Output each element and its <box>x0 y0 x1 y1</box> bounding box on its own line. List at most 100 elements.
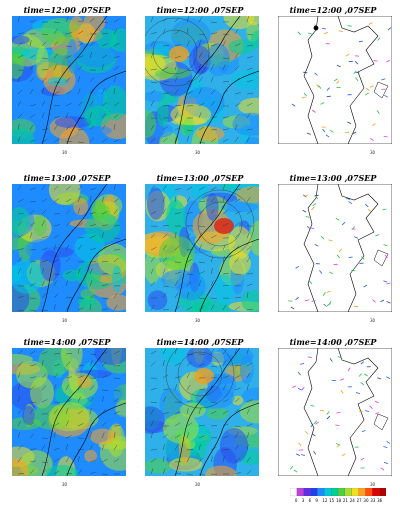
wind-vector <box>234 92 241 95</box>
coastline <box>337 16 379 144</box>
y-tick: · <box>137 268 138 272</box>
wind-vector <box>150 256 155 263</box>
colorbar-swatch <box>344 488 353 496</box>
obs-vector <box>316 83 320 88</box>
y-tick: · <box>270 188 271 192</box>
y-tick: · <box>4 284 5 288</box>
wind-vector <box>186 422 193 427</box>
wind-vector <box>234 458 240 463</box>
station-marker <box>313 25 319 31</box>
wind-vector <box>222 138 229 143</box>
wind-vector <box>89 196 92 203</box>
field-blob <box>66 294 77 312</box>
y-tick: · <box>137 132 138 136</box>
obs-vector <box>348 201 353 205</box>
coastline <box>66 402 126 476</box>
wind-vector <box>150 468 154 475</box>
wind-vector <box>89 268 93 275</box>
wind-vector <box>41 128 48 131</box>
wind-vector <box>174 348 177 355</box>
colorbar-tick-label: 3 <box>301 498 305 503</box>
wind-vector <box>186 54 192 59</box>
y-tick: · <box>137 352 138 356</box>
wind-vector <box>17 372 21 379</box>
wind-vector <box>41 360 44 367</box>
wind-vector <box>17 248 24 251</box>
wind-vector <box>89 42 95 47</box>
wind-vector <box>89 408 92 415</box>
obs-vector <box>348 256 353 259</box>
wind-vector <box>210 76 214 83</box>
obs-vector <box>377 37 381 41</box>
coastline <box>41 16 108 144</box>
obs-vector <box>308 280 313 284</box>
map-plot <box>145 184 259 312</box>
obs-vector <box>304 299 309 302</box>
obs-vector <box>354 236 359 239</box>
obs-vector <box>320 102 325 105</box>
wind-vector <box>89 459 96 463</box>
y-tick: · <box>4 268 5 272</box>
field-blob <box>223 16 255 30</box>
wind-vector <box>41 385 47 391</box>
wind-vector <box>186 408 189 415</box>
y-tick: · <box>4 252 5 256</box>
wind-vector <box>29 268 32 275</box>
wind-vector <box>198 77 203 83</box>
obs-vector <box>323 303 327 307</box>
obs-vector <box>358 373 362 377</box>
y-tick: · <box>4 236 5 240</box>
wind-vector <box>77 448 84 451</box>
obs-vector <box>354 61 359 65</box>
obs-vector <box>313 450 317 455</box>
wind-vector <box>29 124 34 131</box>
colorbar-tick-label: 21 <box>342 498 348 503</box>
field-blob <box>235 186 259 204</box>
wind-vector <box>17 396 21 403</box>
wind-vector <box>198 397 203 403</box>
wind-vector <box>150 268 154 275</box>
obs-vector <box>321 28 326 30</box>
wind-vector <box>65 16 69 23</box>
wind-vector <box>65 297 73 299</box>
colorbar-tick-label: 27 <box>356 498 362 503</box>
wind-vector <box>89 77 95 83</box>
vector-scale-label: 30 <box>195 318 201 323</box>
colorbar <box>290 488 386 496</box>
wind-vector <box>41 100 46 107</box>
wind-vector <box>29 249 36 251</box>
wind-vector <box>113 398 119 403</box>
wind-vector <box>246 399 253 403</box>
wind-vector <box>234 222 240 227</box>
wind-vector <box>222 90 228 95</box>
wind-vector <box>234 28 239 35</box>
wind-vector <box>101 444 105 451</box>
y-tick: · <box>4 384 5 388</box>
y-axis-ticks: · · · · · · · · <box>270 348 278 476</box>
obs-vector <box>328 239 333 242</box>
wind-vector <box>222 256 225 263</box>
obs-vector <box>372 299 376 303</box>
coastline <box>303 184 319 312</box>
field-blob <box>228 39 256 55</box>
wind-vector <box>186 16 190 23</box>
wind-vector <box>246 362 253 367</box>
cyclone-contour <box>145 17 210 87</box>
field-blob <box>195 386 235 409</box>
field-blob <box>171 18 211 54</box>
wind-vector <box>113 458 120 463</box>
wind-vector <box>65 55 72 59</box>
obs-vector <box>314 244 319 247</box>
wind-vector <box>41 373 47 379</box>
cyclone-contour <box>197 201 243 247</box>
wind-vector <box>113 66 120 71</box>
vector-scale-label: 30 <box>370 318 376 323</box>
obs-vector <box>347 121 352 124</box>
wind-vector <box>186 473 193 476</box>
obs-vector <box>375 234 380 237</box>
wind-vector <box>101 21 108 24</box>
wind-vector <box>246 196 251 203</box>
map-panel: time=12:00 ,07SEP · · · · · · · · 30 <box>270 4 396 155</box>
wind-vector <box>222 349 227 355</box>
wind-vector <box>246 187 253 191</box>
